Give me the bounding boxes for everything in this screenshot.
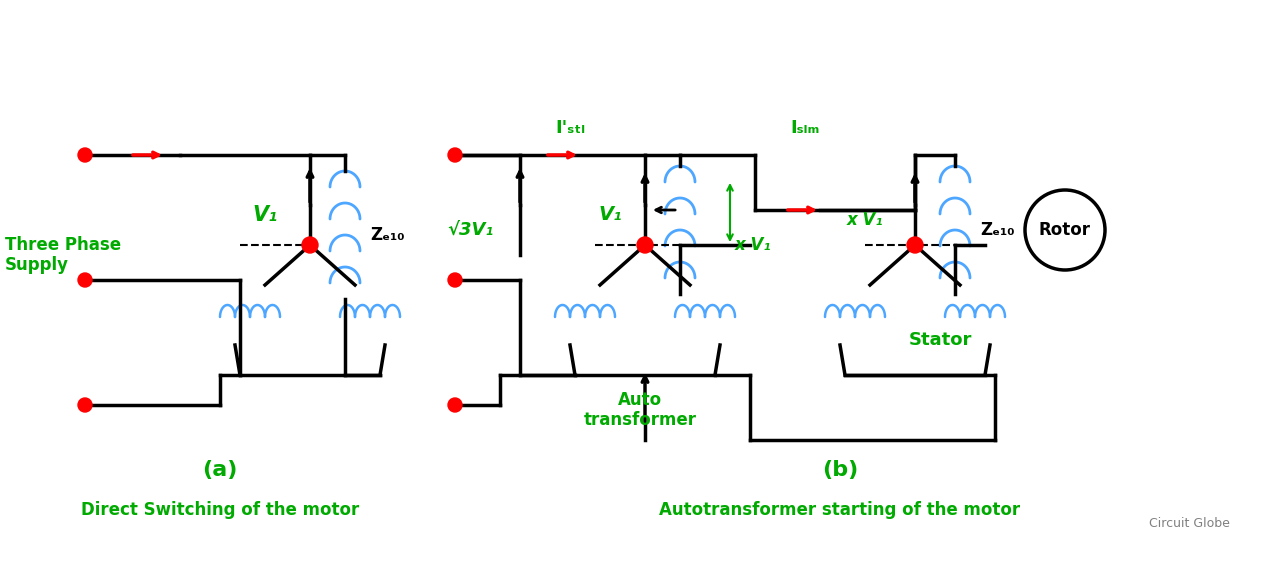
Text: (b): (b) (822, 460, 858, 480)
Text: Zₑ₁₀: Zₑ₁₀ (370, 226, 404, 244)
Circle shape (448, 398, 462, 412)
Text: Circuit Globe: Circuit Globe (1149, 517, 1230, 530)
Text: Iₛₗₘ: Iₛₗₘ (790, 119, 819, 137)
Circle shape (448, 148, 462, 162)
Circle shape (79, 398, 93, 412)
Text: V₁: V₁ (598, 206, 621, 224)
Text: Zₑ₁₀: Zₑ₁₀ (980, 221, 1014, 239)
Text: Rotor: Rotor (1038, 221, 1090, 239)
Text: (a): (a) (203, 460, 237, 480)
Circle shape (302, 237, 318, 253)
Text: Autotransformer starting of the motor: Autotransformer starting of the motor (659, 501, 1021, 519)
Text: Three Phase
Supply: Three Phase Supply (5, 236, 122, 275)
Circle shape (448, 273, 462, 287)
Circle shape (79, 148, 93, 162)
Text: Stator: Stator (908, 331, 971, 349)
Circle shape (637, 237, 653, 253)
Text: Auto
transformer: Auto transformer (583, 390, 696, 429)
Text: V₁: V₁ (252, 205, 278, 225)
Text: Direct Switching of the motor: Direct Switching of the motor (81, 501, 359, 519)
Text: √3V₁: √3V₁ (446, 221, 493, 239)
Text: x V₁: x V₁ (735, 236, 772, 254)
Circle shape (907, 237, 923, 253)
Text: I'ₛₜₗ: I'ₛₜₗ (555, 119, 585, 137)
Text: x V₁: x V₁ (847, 211, 884, 229)
Circle shape (79, 273, 93, 287)
